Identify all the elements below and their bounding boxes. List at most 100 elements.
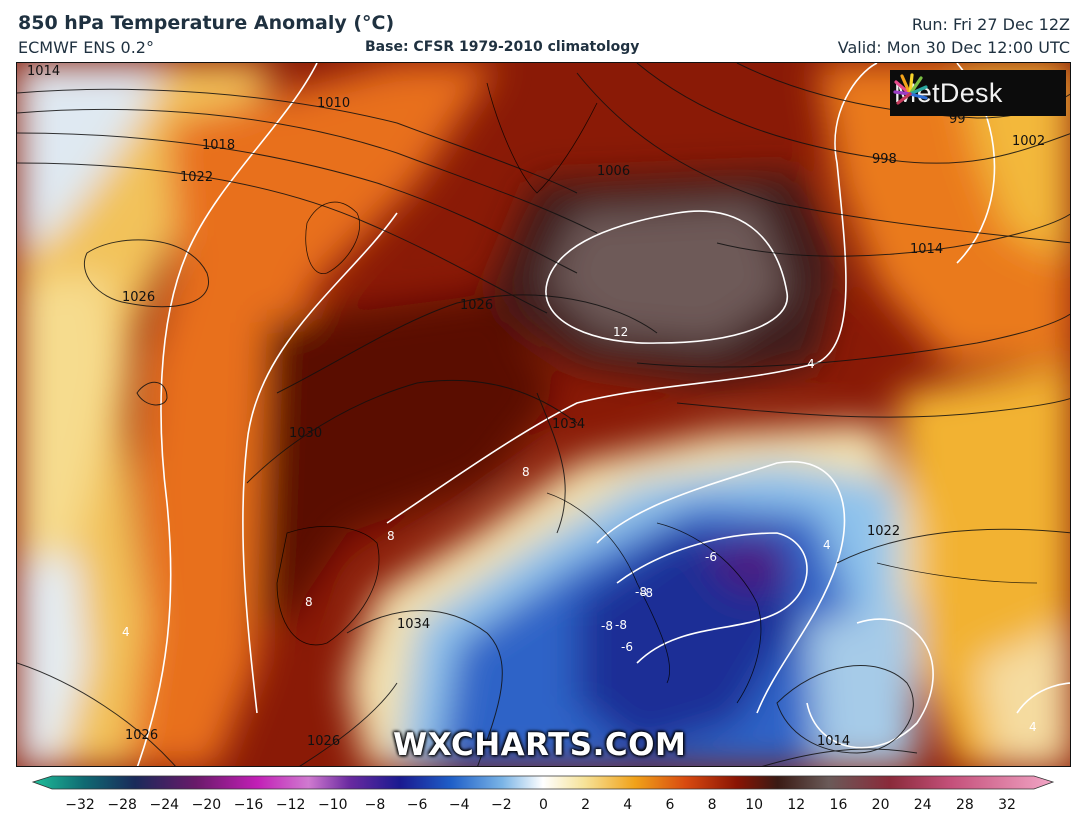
- anomaly-label: -8: [641, 586, 653, 600]
- coastline-black-sea: [876, 562, 1038, 584]
- anomaly-label: 4: [1029, 720, 1037, 734]
- isobar-label-layer: 1014 1010 1018 1022 1026 1006 998 1002 1…: [27, 64, 1045, 749]
- anomaly-label: 4: [807, 357, 815, 371]
- aegean-cool: [807, 603, 917, 766]
- isobar-label: 1006: [597, 164, 630, 179]
- coastline-italy: [546, 492, 671, 684]
- isobar-label: 1022: [867, 524, 900, 539]
- colorbar-tick-label: 32: [998, 797, 1016, 813]
- isobar-label: 1014: [817, 734, 850, 749]
- anomaly-label-layer: 12 4 8 8 8 4 -8 -6 -8 -8 -8 -6 4 4: [122, 325, 1037, 734]
- colorbar-tick-label: −8: [364, 797, 386, 813]
- isobar-1026-southwest: [17, 662, 176, 766]
- isobar-1026-south: [299, 682, 398, 766]
- southeast-neutral: [977, 623, 1070, 766]
- anomaly-label: 12: [613, 325, 628, 339]
- colorbar-tick-label: 8: [707, 797, 717, 813]
- colorbar-tick-label: −20: [191, 797, 222, 813]
- isobar-1026-high: [83, 239, 209, 308]
- anomaly-label: -8: [615, 618, 627, 632]
- colorbar-tick-label: 16: [829, 797, 848, 813]
- isobar-1014-south: [762, 748, 918, 766]
- isobar-1026-central: [276, 294, 658, 394]
- anomaly-contour-minus4-east: [806, 618, 934, 749]
- anomaly-contour-minus4: [596, 460, 846, 714]
- colorbar-tick-label: 2: [581, 797, 591, 813]
- colorbar-tick-label: −12: [275, 797, 306, 813]
- isobar-label: 1026: [307, 734, 340, 749]
- anomaly-label: 8: [387, 529, 395, 543]
- isobar-label: 1014: [27, 64, 60, 79]
- colorbar-gradient: [31, 775, 1055, 790]
- anomaly-contour-4-west: [136, 63, 318, 766]
- model-name: ECMWF ENS 0.2°: [18, 38, 154, 57]
- anomaly-contours: [136, 63, 1070, 766]
- isobar-1030: [246, 379, 578, 484]
- isobar-label: 1026: [460, 298, 493, 313]
- run-time: Run: Fri 27 Dec 12Z: [911, 15, 1070, 34]
- isobar-label: 1034: [552, 417, 585, 432]
- anomaly-contour-8-west: [242, 212, 398, 714]
- colorbar-tick-label: −2: [491, 797, 512, 813]
- isobar-label: 1026: [125, 728, 158, 743]
- colorbar-tick-label: −32: [65, 797, 95, 813]
- metdesk-logo: MetDesk: [890, 70, 1066, 116]
- metdesk-burst-icon: [893, 73, 928, 105]
- isobar-1034-south: [346, 610, 503, 766]
- isobar-1034-alps: [536, 392, 566, 534]
- anomaly-contour-4-southeast: [1016, 682, 1070, 714]
- isobar-label: 1022: [180, 170, 213, 185]
- anomaly-label: 4: [823, 538, 831, 552]
- isobar-1014-east: [716, 213, 1070, 257]
- coastline-britain: [305, 201, 360, 274]
- anomaly-label: -8: [635, 585, 647, 599]
- anomaly-contour-minus8: [616, 532, 808, 664]
- coastline-balkans: [656, 522, 762, 704]
- southwest-cool-region: [17, 553, 87, 766]
- west-neutral-region: [17, 273, 117, 563]
- isobar-label: 1014: [910, 242, 943, 257]
- anomaly-label: 8: [305, 595, 313, 609]
- isobar-label: 1018: [202, 138, 235, 153]
- anomaly-label: -8: [601, 619, 613, 633]
- anomaly-contour-4-north: [386, 63, 878, 524]
- isobar-label: 998: [872, 152, 897, 167]
- coastlines: [276, 82, 1038, 704]
- colorbar-tick-label: 24: [913, 797, 932, 813]
- isobar-east-2: [676, 398, 1070, 418]
- anomaly-contour-12: [545, 210, 788, 344]
- colorbar-tick-label: −4: [448, 797, 470, 813]
- wxcharts-watermark: WXCHARTS.COM: [393, 727, 687, 763]
- western-europe-hot: [257, 293, 557, 623]
- orange-band: [127, 63, 497, 766]
- colorbar-tick-label: 0: [539, 797, 548, 813]
- west-ocean-mild: [17, 63, 277, 766]
- isobar-1022: [17, 162, 548, 314]
- isobar-998: [636, 63, 1070, 164]
- colorbar-tick-label: 20: [871, 797, 890, 813]
- isobar-1014-west: [17, 88, 578, 194]
- colorbar-tick-label: 10: [745, 797, 764, 813]
- isobar-label: 1002: [1012, 134, 1045, 149]
- valid-time: Valid: Mon 30 Dec 12:00 UTC: [837, 38, 1070, 57]
- colorbar-tick-label: −16: [233, 797, 264, 813]
- isobar-1006: [576, 72, 1070, 244]
- isobar-1010: [17, 108, 598, 234]
- isobar-label: 1030: [289, 426, 322, 441]
- colorbar-tick-label: −24: [149, 797, 180, 813]
- isobar-east-1: [636, 313, 1070, 368]
- isobar-label: 1026: [122, 290, 155, 305]
- anomaly-label: -6: [621, 640, 633, 654]
- balkans-coldest-core: [697, 533, 797, 593]
- isobar-1022-east: [836, 528, 1070, 564]
- anomaly-map: 1014 1010 1018 1022 1026 1006 998 1002 1…: [16, 62, 1071, 767]
- colorbar: [31, 775, 1055, 790]
- colorbar-tick-label: 6: [665, 797, 675, 813]
- isobar-1018: [17, 132, 578, 274]
- colorbar-tick-label: −10: [318, 797, 348, 813]
- anomaly-label: 8: [522, 465, 530, 479]
- climatology-base: Base: CFSR 1979-2010 climatology: [365, 39, 640, 55]
- coastline-iberia: [276, 526, 380, 646]
- anomaly-label: -6: [705, 550, 717, 564]
- colorbar-tick-label: 28: [955, 797, 974, 813]
